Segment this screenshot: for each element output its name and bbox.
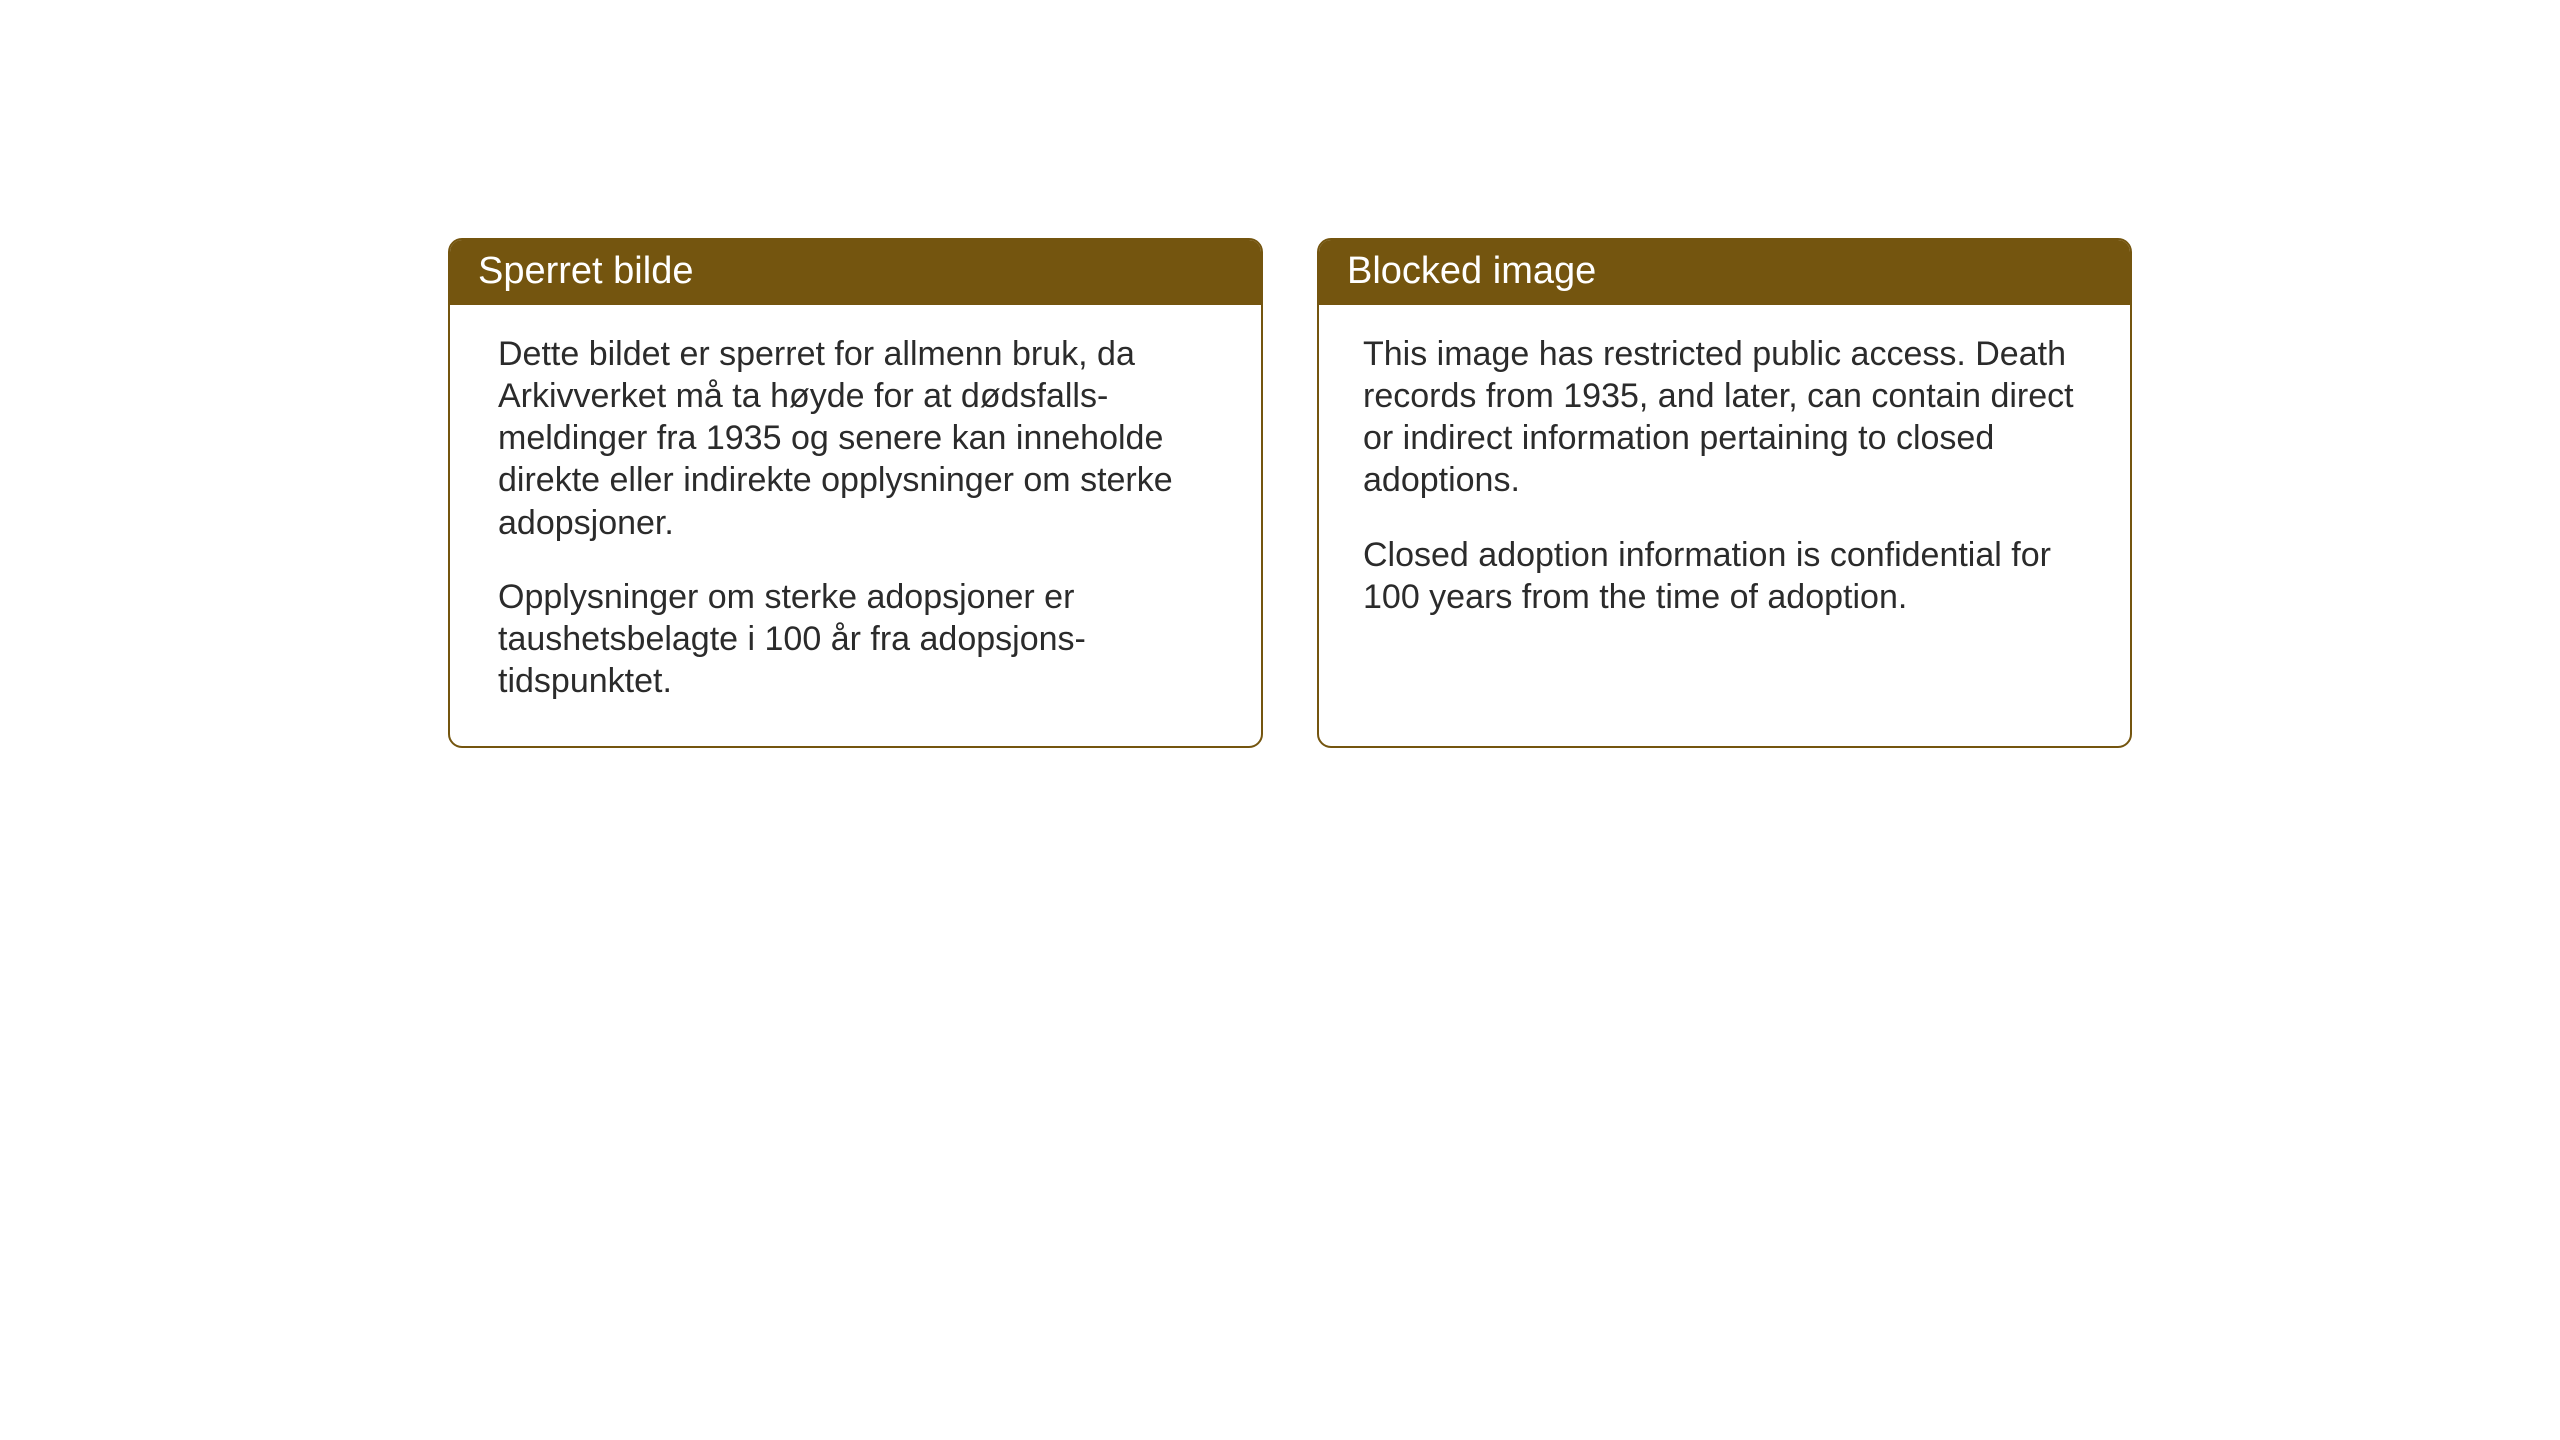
blocked-image-card-norwegian: Sperret bilde Dette bildet er sperret fo… (448, 238, 1263, 748)
norwegian-paragraph-2: Opplysninger om sterke adopsjoner er tau… (498, 576, 1217, 702)
english-paragraph-2: Closed adoption information is confident… (1363, 534, 2090, 618)
card-body-norwegian: Dette bildet er sperret for allmenn bruk… (450, 305, 1261, 746)
card-header-english: Blocked image (1319, 240, 2130, 305)
card-container: Sperret bilde Dette bildet er sperret fo… (448, 238, 2132, 748)
blocked-image-card-english: Blocked image This image has restricted … (1317, 238, 2132, 748)
card-header-norwegian: Sperret bilde (450, 240, 1261, 305)
card-body-english: This image has restricted public access.… (1319, 305, 2130, 662)
english-paragraph-1: This image has restricted public access.… (1363, 333, 2090, 502)
norwegian-paragraph-1: Dette bildet er sperret for allmenn bruk… (498, 333, 1217, 544)
